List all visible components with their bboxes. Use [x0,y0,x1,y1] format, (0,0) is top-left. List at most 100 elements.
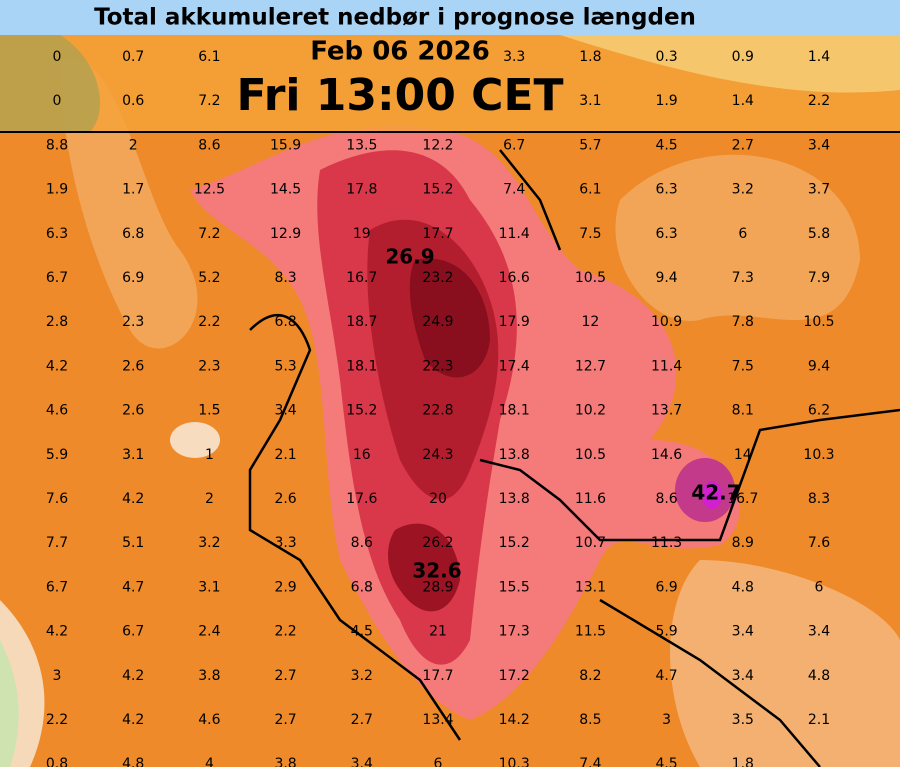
grid-value: 8.6 [351,535,373,551]
grid-value: 3.2 [198,535,220,551]
grid-value: 1.8 [579,49,601,65]
grid-value: 8.5 [579,712,601,728]
grid-value: 0.9 [732,49,754,65]
date: Feb 06 2026 [310,37,490,67]
grid-value: 0 [53,93,62,109]
grid-value: 1.9 [655,93,677,109]
grid-value: 3.4 [732,668,754,684]
grid-value: 10.3 [803,447,834,463]
grid-value: 3.4 [351,756,373,767]
grid-value: 9.4 [655,270,677,286]
grid-value: 13.7 [651,403,682,419]
grid-value: 8.3 [274,270,296,286]
grid-value: 4.2 [122,712,144,728]
grid-value: 1.5 [198,403,220,419]
grid-value: 7.5 [579,226,601,242]
grid-value: 2.1 [274,447,296,463]
grid-value: 1.9 [46,182,68,198]
value-grid: 0 0.7 6.1 3.3 1.8 0.3 0.9 1.4 0 0.6 7.2 3.1 1.9 1.4 2.… [46,49,835,767]
grid-value: 2.8 [46,314,68,330]
grid-value: 3.4 [808,137,830,153]
grid-value: 13.5 [346,137,377,153]
grid-value: 3.1 [122,447,144,463]
grid-value: 2.3 [122,314,144,330]
grid-value: 4.5 [351,624,373,640]
low-spot [170,422,220,458]
grid-value: 6.8 [351,579,373,595]
grid-value: 6 [434,756,443,767]
grid-value: 8.3 [808,491,830,507]
grid-value: 3.8 [274,756,296,767]
grid-value: 17.4 [499,358,530,374]
grid-value: 12 [581,314,599,330]
grid-value: 16.7 [727,491,758,507]
grid-value: 4.8 [808,668,830,684]
grid-value: 1.4 [732,93,754,109]
grid-value: 2 [205,491,214,507]
title: Total akkumuleret nedbør i prognose læng… [94,5,696,31]
grid-value: 13.8 [499,447,530,463]
grid-value: 18.7 [346,314,377,330]
grid-value: 0.7 [122,49,144,65]
grid-value: 2.1 [808,712,830,728]
grid-value: 17.7 [422,226,453,242]
grid-value: 17.7 [422,668,453,684]
grid-value: 3.7 [808,182,830,198]
grid-value: 11.4 [499,226,530,242]
grid-value: 2.2 [46,712,68,728]
grid-value: 3.5 [732,712,754,728]
grid-value: 3.4 [808,624,830,640]
grid-value: 2.2 [274,624,296,640]
grid-value: 10.3 [499,756,530,767]
grid-value: 10.7 [575,535,606,551]
grid-value: 18.1 [346,358,377,374]
grid-value: 17.2 [499,668,530,684]
grid-value: 5.9 [655,624,677,640]
grid-value: 7.5 [732,358,754,374]
grid-value: 6.1 [198,49,220,65]
grid-value: 6.3 [655,226,677,242]
grid-value: 13.8 [499,491,530,507]
grid-value: 20 [429,491,447,507]
grid-value: 2.6 [122,358,144,374]
grid-value: 0.8 [46,756,68,767]
grid-value: 4.8 [732,579,754,595]
grid-value: 23.2 [422,270,453,286]
grid-value: 7.9 [808,270,830,286]
grid-value: 19 [353,226,371,242]
grid-value: 4.6 [198,712,220,728]
grid-value: 0.3 [655,49,677,65]
grid-value: 16.7 [346,270,377,286]
lowest-area [0,640,19,767]
grid-value: 17.9 [499,314,530,330]
magenta-core [702,481,722,509]
grid-value: 1.4 [808,49,830,65]
grid-value: 11.6 [575,491,606,507]
grid-value: 3.4 [732,624,754,640]
grid-value: 15.5 [499,579,530,595]
grid-value: 4.5 [655,137,677,153]
grid-value: 5.3 [274,358,296,374]
grid-value: 2.4 [198,624,220,640]
grid-value: 6 [738,226,747,242]
grid-value: 13.1 [575,579,606,595]
grid-value: 2.2 [808,93,830,109]
grid-value: 4.2 [122,491,144,507]
grid-value: 15.2 [499,535,530,551]
grid-value: 8.1 [732,403,754,419]
grid-value: 4.8 [122,756,144,767]
grid-value: 12.2 [422,137,453,153]
grid-value: 6.7 [122,624,144,640]
grid-value: 3.8 [198,668,220,684]
grid-value: 6.3 [46,226,68,242]
grid-value: 8.2 [579,668,601,684]
grid-value: 4.7 [655,668,677,684]
time: Fri 13:00 CET [236,70,563,121]
grid-value: 2 [129,137,138,153]
grid-value: 24.3 [422,447,453,463]
grid-value: 13.4 [422,712,453,728]
grid-value: 7.7 [46,535,68,551]
grid-value: 7.4 [503,182,525,198]
coastline [248,149,900,767]
